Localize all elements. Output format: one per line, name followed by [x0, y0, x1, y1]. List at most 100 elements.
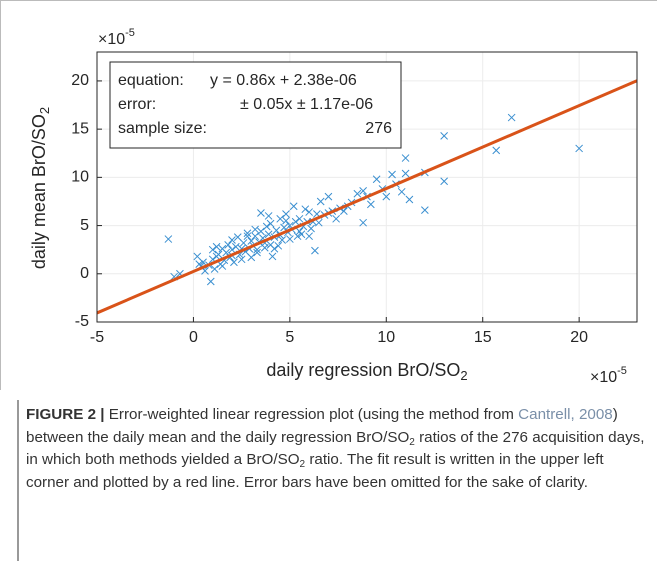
- point: [276, 214, 285, 223]
- point: [291, 217, 300, 226]
- point: [257, 209, 265, 217]
- x-tick-label: -5: [90, 329, 104, 346]
- caption: FIGURE 2 | Error-weighted linear regress…: [26, 404, 648, 494]
- point: [305, 208, 313, 216]
- label-text: daily mean BrO/SO: [29, 114, 49, 269]
- point: [286, 235, 294, 243]
- point: [382, 192, 391, 201]
- point: [206, 277, 215, 286]
- point: [301, 205, 310, 214]
- point: [253, 245, 261, 254]
- point: [251, 232, 259, 241]
- x-exponent: ×10-5: [590, 365, 627, 386]
- point: [228, 236, 236, 244]
- point: [440, 132, 448, 140]
- point: [230, 258, 238, 267]
- x-tick-label: 20: [570, 329, 588, 346]
- annotation-value: 276: [365, 120, 392, 137]
- fit-line: [96, 79, 638, 315]
- point: [405, 195, 414, 204]
- point: [305, 232, 313, 241]
- caption-text: ratios of the 276 acquisition days, in w…: [26, 428, 645, 469]
- x-tick-label: 5: [285, 329, 294, 346]
- point: [164, 235, 173, 243]
- point: [507, 113, 516, 122]
- y-tick-label: -5: [75, 313, 89, 330]
- point: [401, 154, 410, 162]
- caption-text: ratio. The fit result is written in the …: [26, 451, 604, 491]
- x-tick-label: 15: [474, 329, 492, 346]
- point: [266, 219, 275, 228]
- point: [324, 192, 333, 201]
- point: [359, 187, 367, 195]
- y-tick-label: 5: [80, 217, 89, 234]
- point: [218, 262, 227, 270]
- point: [280, 223, 288, 232]
- point: [257, 227, 265, 236]
- subscript: 2: [409, 436, 415, 448]
- exp-base: ×10: [590, 369, 617, 386]
- point: [212, 242, 221, 251]
- exp-power: -5: [125, 27, 135, 39]
- caption-text: ) between the daily mean and the daily r…: [26, 406, 618, 446]
- annotation-key: error:: [118, 96, 156, 113]
- point: [397, 187, 406, 196]
- point: [311, 246, 319, 255]
- point: [293, 232, 302, 241]
- point: [440, 177, 448, 186]
- point: [243, 232, 252, 241]
- point: [264, 212, 273, 220]
- point: [210, 265, 219, 273]
- exp-power: -5: [617, 365, 627, 377]
- point: [232, 242, 240, 251]
- point: [270, 244, 279, 253]
- point: [388, 170, 396, 179]
- point: [247, 253, 256, 262]
- point: [359, 218, 367, 227]
- caption-label: FIGURE 2 |: [26, 406, 105, 423]
- annotation-key: equation:: [118, 72, 184, 89]
- point: [247, 237, 256, 245]
- point: [332, 214, 340, 223]
- y-tick-label: 0: [80, 265, 89, 282]
- x-tick-label: 0: [189, 329, 198, 346]
- plot-border: [96, 51, 638, 323]
- chart: ×10-5 ×10-5 daily regression BrO/SO2 dai…: [0, 0, 657, 390]
- point: [295, 214, 304, 223]
- point: [421, 206, 429, 214]
- point: [208, 245, 217, 254]
- point: [353, 189, 362, 198]
- point: [278, 236, 286, 244]
- y-tick-label: 15: [71, 120, 89, 137]
- annotation-value: ± 0.05x ± 1.17e-06: [240, 96, 373, 113]
- point: [224, 241, 232, 249]
- annotation-value: y = 0.86x + 2.38e-06: [210, 72, 357, 89]
- point: [372, 175, 381, 184]
- caption-bar: [17, 400, 19, 561]
- point: [575, 144, 583, 153]
- point: [243, 229, 252, 238]
- label-text: daily regression BrO/SO: [266, 360, 460, 380]
- citation: Cantrell, 2008: [518, 406, 613, 423]
- point: [295, 227, 304, 236]
- y-axis-label: daily mean BrO/SO2: [29, 107, 53, 269]
- point: [401, 169, 410, 178]
- point: [272, 226, 281, 235]
- annotation-box: [109, 61, 402, 149]
- point: [307, 224, 315, 233]
- subscript: 2: [299, 459, 306, 470]
- point: [367, 200, 375, 209]
- point: [274, 241, 283, 250]
- x-axis-label: daily regression BrO/SO2: [266, 360, 467, 384]
- point: [282, 210, 290, 218]
- annotation-key: sample size:: [118, 120, 207, 137]
- point: [228, 245, 236, 254]
- exp-base: ×10: [98, 31, 125, 48]
- point: [199, 258, 207, 267]
- x-tick-label: 10: [377, 329, 395, 346]
- point: [314, 218, 323, 227]
- point: [282, 216, 290, 225]
- caption-text: Error-weighted linear regression plot (u…: [108, 406, 519, 423]
- label-sub: 2: [460, 368, 467, 383]
